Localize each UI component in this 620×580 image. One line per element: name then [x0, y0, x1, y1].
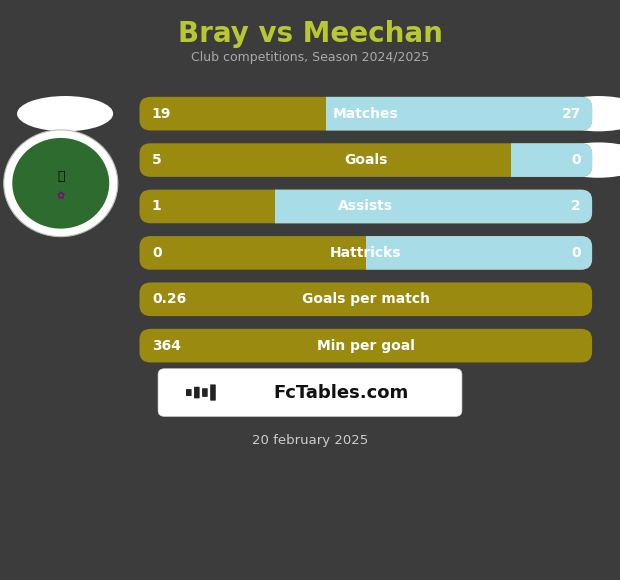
- Text: Goals: Goals: [344, 153, 388, 167]
- Text: 🦅: 🦅: [57, 170, 64, 183]
- FancyBboxPatch shape: [140, 190, 592, 223]
- FancyBboxPatch shape: [140, 236, 592, 270]
- Text: 19: 19: [152, 107, 171, 121]
- Circle shape: [4, 130, 118, 237]
- FancyBboxPatch shape: [140, 143, 592, 177]
- FancyBboxPatch shape: [210, 385, 216, 401]
- FancyBboxPatch shape: [140, 282, 592, 316]
- Polygon shape: [275, 187, 620, 226]
- FancyBboxPatch shape: [140, 143, 592, 177]
- Text: 27: 27: [562, 107, 581, 121]
- Text: Hattricks: Hattricks: [330, 246, 402, 260]
- Polygon shape: [326, 94, 620, 133]
- Text: 2: 2: [571, 200, 581, 213]
- FancyBboxPatch shape: [140, 97, 592, 130]
- Text: 20 february 2025: 20 february 2025: [252, 434, 368, 447]
- Text: Club competitions, Season 2024/2025: Club competitions, Season 2024/2025: [191, 51, 429, 64]
- Text: Matches: Matches: [333, 107, 399, 121]
- Text: 5: 5: [152, 153, 162, 167]
- Text: Goals per match: Goals per match: [302, 292, 430, 306]
- Text: 0: 0: [571, 246, 581, 260]
- FancyBboxPatch shape: [202, 388, 208, 397]
- Text: ✿: ✿: [56, 191, 65, 201]
- FancyBboxPatch shape: [140, 97, 592, 130]
- Text: 0: 0: [152, 246, 162, 260]
- FancyBboxPatch shape: [140, 236, 592, 270]
- Ellipse shape: [551, 143, 620, 177]
- Text: Bray vs Meechan: Bray vs Meechan: [177, 20, 443, 48]
- Polygon shape: [511, 140, 620, 180]
- FancyBboxPatch shape: [194, 387, 200, 398]
- Ellipse shape: [17, 96, 113, 131]
- Circle shape: [12, 138, 109, 229]
- Text: 0: 0: [571, 153, 581, 167]
- Text: 364: 364: [152, 339, 181, 353]
- Ellipse shape: [551, 96, 620, 131]
- Polygon shape: [366, 233, 620, 273]
- Text: FcTables.com: FcTables.com: [273, 383, 409, 401]
- Text: 1: 1: [152, 200, 162, 213]
- FancyBboxPatch shape: [158, 369, 462, 416]
- Text: 0.26: 0.26: [152, 292, 186, 306]
- FancyBboxPatch shape: [140, 190, 592, 223]
- Text: Assists: Assists: [339, 200, 393, 213]
- FancyBboxPatch shape: [186, 389, 192, 396]
- FancyBboxPatch shape: [140, 329, 592, 362]
- Text: Min per goal: Min per goal: [317, 339, 415, 353]
